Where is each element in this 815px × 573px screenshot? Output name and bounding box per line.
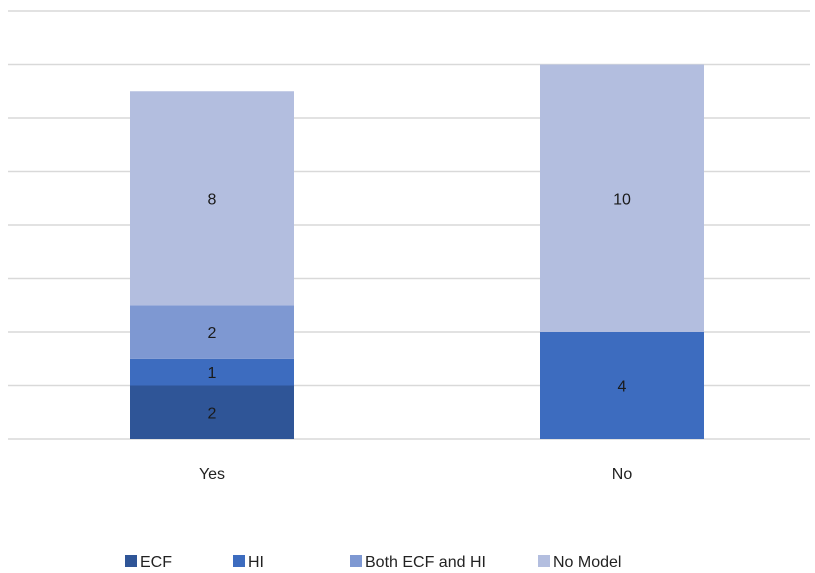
bar-yes-no-model [130,91,294,306]
bar-yes-both-ecf-and-hi [130,305,294,359]
x-axis-tick-labels: Yes No [199,466,632,483]
data-label-no-hi: 4 [618,379,627,396]
data-label-yes-ecf: 2 [208,405,217,422]
legend-label-ecf: ECF [140,554,172,571]
x-tick-label-no: No [612,466,633,483]
legend-swatch-hi [233,555,245,567]
legend-swatch-ecf [125,555,137,567]
data-label-yes-both-ecf-and-hi: 2 [208,325,217,342]
legend-swatch-no-model [538,555,550,567]
bar-no-no-model [540,64,704,332]
legend: ECF HI Both ECF and HI No Model [125,554,621,571]
legend-item-both-ecf-and-hi: Both ECF and HI [350,554,486,571]
data-label-no-no-model: 10 [613,191,631,208]
bar-yes-hi [130,358,294,386]
bars [130,64,704,439]
legend-item-no-model: No Model [538,554,621,571]
bar-yes-ecf [130,385,294,439]
legend-label-both-ecf-and-hi: Both ECF and HI [365,554,486,571]
legend-label-no-model: No Model [553,554,621,571]
legend-item-hi: HI [233,554,264,571]
data-label-yes-hi: 1 [208,365,217,382]
legend-swatch-both-ecf-and-hi [350,555,362,567]
bar-no-hi [540,332,704,439]
x-tick-label-yes: Yes [199,466,225,483]
legend-item-ecf: ECF [125,554,172,571]
legend-label-hi: HI [248,554,264,571]
data-label-yes-no-model: 8 [208,191,217,208]
